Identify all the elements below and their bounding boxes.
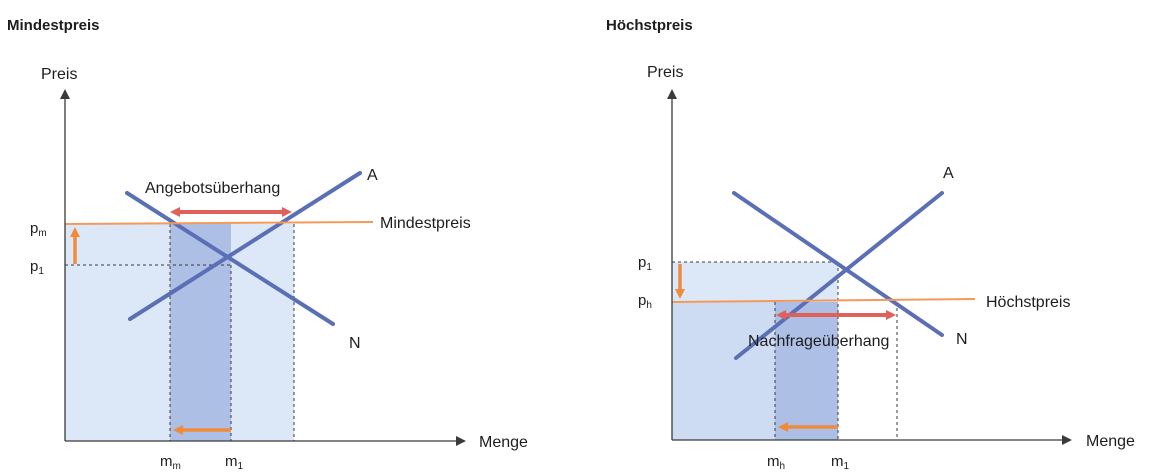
x-axis-label: Menge: [1086, 433, 1135, 450]
supply-curve: [128, 171, 362, 321]
demand-curve: [732, 191, 944, 337]
panel-title: Mindestpreis: [7, 17, 100, 34]
demand-curve: [125, 191, 335, 326]
dashed-guides: [672, 261, 898, 440]
minimum-price-panel: Mindestpreis: [0, 0, 560, 475]
price-tick-ph: ph: [638, 292, 652, 311]
revenue-area-lower: [672, 302, 775, 440]
dashed-guides: [65, 224, 295, 441]
maximum-price-line-label: Höchstpreis: [986, 294, 1070, 311]
supply-curve: [734, 191, 944, 360]
demand-label: N: [349, 335, 361, 352]
quantity-tick-mh: mh: [767, 453, 785, 472]
maximum-price-line: [671, 298, 976, 303]
minimum-price-line-label: Mindestpreis: [380, 215, 471, 232]
quantity-tick-m1: m1: [225, 453, 244, 472]
supply-label: A: [367, 167, 378, 184]
price-tick-pm: pm: [30, 220, 47, 239]
maximum-price-panel: Höchstpreis: [600, 0, 1153, 475]
supply-label: A: [943, 165, 954, 182]
excess-demand-label: Nachfrageüberhang: [748, 333, 889, 350]
excess-supply-label: Angebotsüberhang: [145, 180, 280, 197]
quantity-tick-m1: m1: [831, 453, 850, 472]
price-tick-p1: p1: [30, 258, 44, 277]
demand-label: N: [956, 331, 968, 348]
y-axis-label: Preis: [647, 64, 683, 81]
price-tick-p1: p1: [638, 254, 652, 273]
minimum-price-diagram: Preis Menge A N Mindestpreis Angebotsübe…: [30, 66, 528, 472]
panel-title: Höchstpreis: [606, 17, 693, 34]
x-axis-label: Menge: [479, 434, 528, 451]
quantity-tick-mm: mm: [160, 453, 181, 472]
y-axis-label: Preis: [41, 66, 77, 83]
revenue-area-overlap: [170, 224, 231, 441]
maximum-price-diagram: Preis Menge A N Höchstpreis Nachfrageübe…: [638, 64, 1135, 472]
revenue-area-overlap: [775, 302, 838, 440]
minimum-price-line: [64, 221, 374, 225]
